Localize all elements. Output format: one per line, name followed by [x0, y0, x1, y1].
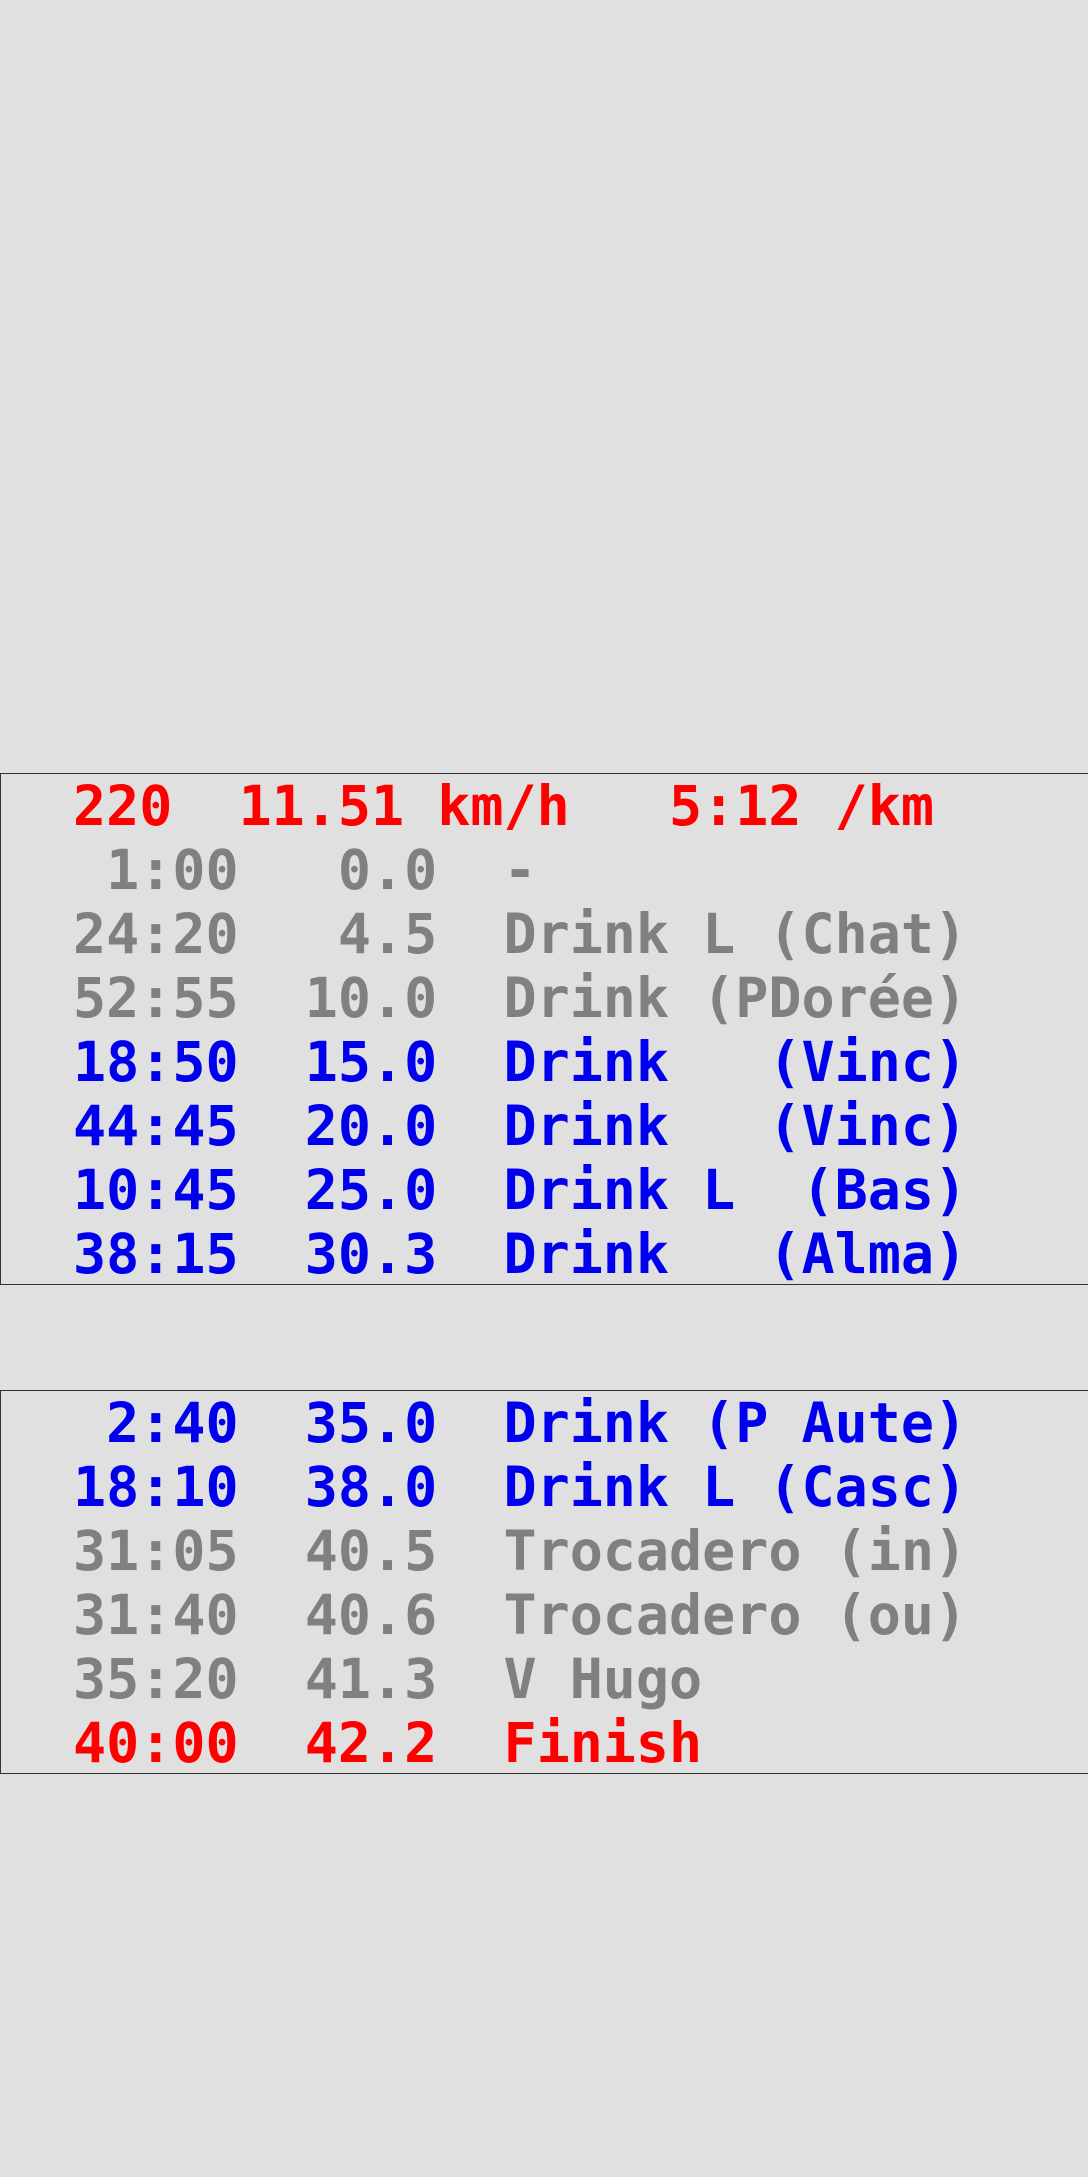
checkpoint-row: 1:00 0.0 - [73, 838, 537, 902]
checkpoint-row: 35:20 41.3 V Hugo [73, 1647, 703, 1711]
checkpoint-row: 18:10 38.0 Drink L (Casc) [73, 1455, 968, 1519]
checkpoint-row: 44:45 20.0 Drink (Vinc) [73, 1094, 968, 1158]
checkpoint-row: 31:05 40.5 Trocadero (in) [73, 1519, 968, 1583]
checkpoint-row: 31:40 40.6 Trocadero (ou) [73, 1583, 968, 1647]
checkpoint-row: 38:15 30.3 Drink (Alma) [73, 1222, 968, 1286]
checkpoint-panel-top: 220 11.51 km/h 5:12 /km 1:00 0.0 - 24:20… [0, 773, 1088, 1286]
checkpoint-row: 24:20 4.5 Drink L (Chat) [73, 902, 968, 966]
pace-header: 220 11.51 km/h 5:12 /km [73, 774, 934, 838]
checkpoint-row: 52:55 10.0 Drink (PDorée) [73, 966, 968, 1030]
checkpoint-row: 18:50 15.0 Drink (Vinc) [73, 1030, 968, 1094]
finish-row: 40:00 42.2 Finish [73, 1711, 703, 1775]
checkpoint-row: 10:45 25.0 Drink L (Bas) [73, 1158, 968, 1222]
checkpoint-panel-bottom: 2:40 35.0 Drink (P Aute) 18:10 38.0 Drin… [0, 1390, 1088, 1775]
checkpoint-row: 2:40 35.0 Drink (P Aute) [73, 1391, 968, 1455]
